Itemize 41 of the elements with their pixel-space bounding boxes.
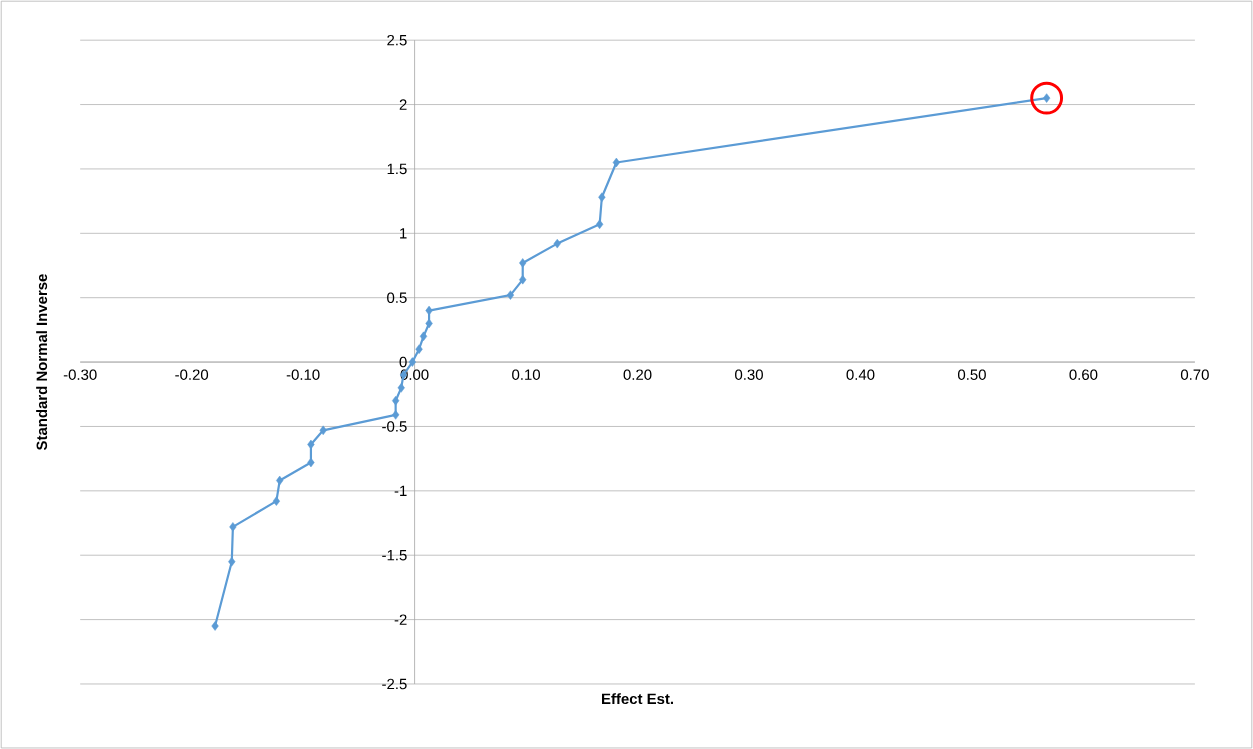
y-tick-label: -0.5	[382, 421, 407, 432]
point	[392, 410, 400, 420]
point	[419, 331, 428, 341]
x-tick-label: 0.10	[512, 369, 541, 380]
y-tick-label: 0	[399, 356, 407, 368]
x-tick-label: -0.20	[175, 369, 209, 380]
x-axis-title: Effect Est.	[602, 693, 674, 705]
point	[519, 258, 527, 268]
point	[211, 621, 219, 631]
point	[319, 425, 327, 435]
point	[598, 192, 606, 202]
x-tick-label: 0.30	[735, 369, 763, 380]
y-tick-label: 2.5	[387, 34, 407, 46]
y-tick-label: 1	[400, 228, 407, 239]
point	[276, 475, 284, 486]
y-tick-label: 1.5	[387, 163, 407, 175]
point	[229, 522, 237, 532]
point	[519, 274, 527, 285]
y-tick-label: 0.5	[387, 292, 407, 303]
x-tick-label: 0.20	[623, 369, 652, 380]
x-tick-label: 0.60	[1069, 369, 1098, 380]
y-tick-label: -1	[394, 485, 407, 496]
x-tick-label: 0.40	[846, 369, 875, 380]
point	[415, 344, 423, 354]
x-tick-label: 0.70	[1180, 369, 1209, 380]
point	[397, 383, 405, 393]
y-tick-label: -2.5	[382, 678, 407, 690]
point	[272, 496, 280, 506]
x-tick-label: 0.50	[957, 369, 986, 380]
y-axis-title: Standard Normal Inverse	[36, 274, 48, 450]
point	[392, 395, 400, 406]
x-tick-label: -0.30	[63, 369, 97, 380]
y-tick-label: -1.5	[382, 549, 407, 561]
point	[596, 219, 604, 229]
point	[408, 357, 416, 367]
point	[506, 290, 515, 300]
point	[612, 157, 620, 168]
y-tick-label: -2	[394, 614, 407, 625]
x-tick-label: -0.10	[286, 369, 320, 380]
y-tick-label: 2	[399, 99, 407, 110]
point	[553, 238, 561, 249]
